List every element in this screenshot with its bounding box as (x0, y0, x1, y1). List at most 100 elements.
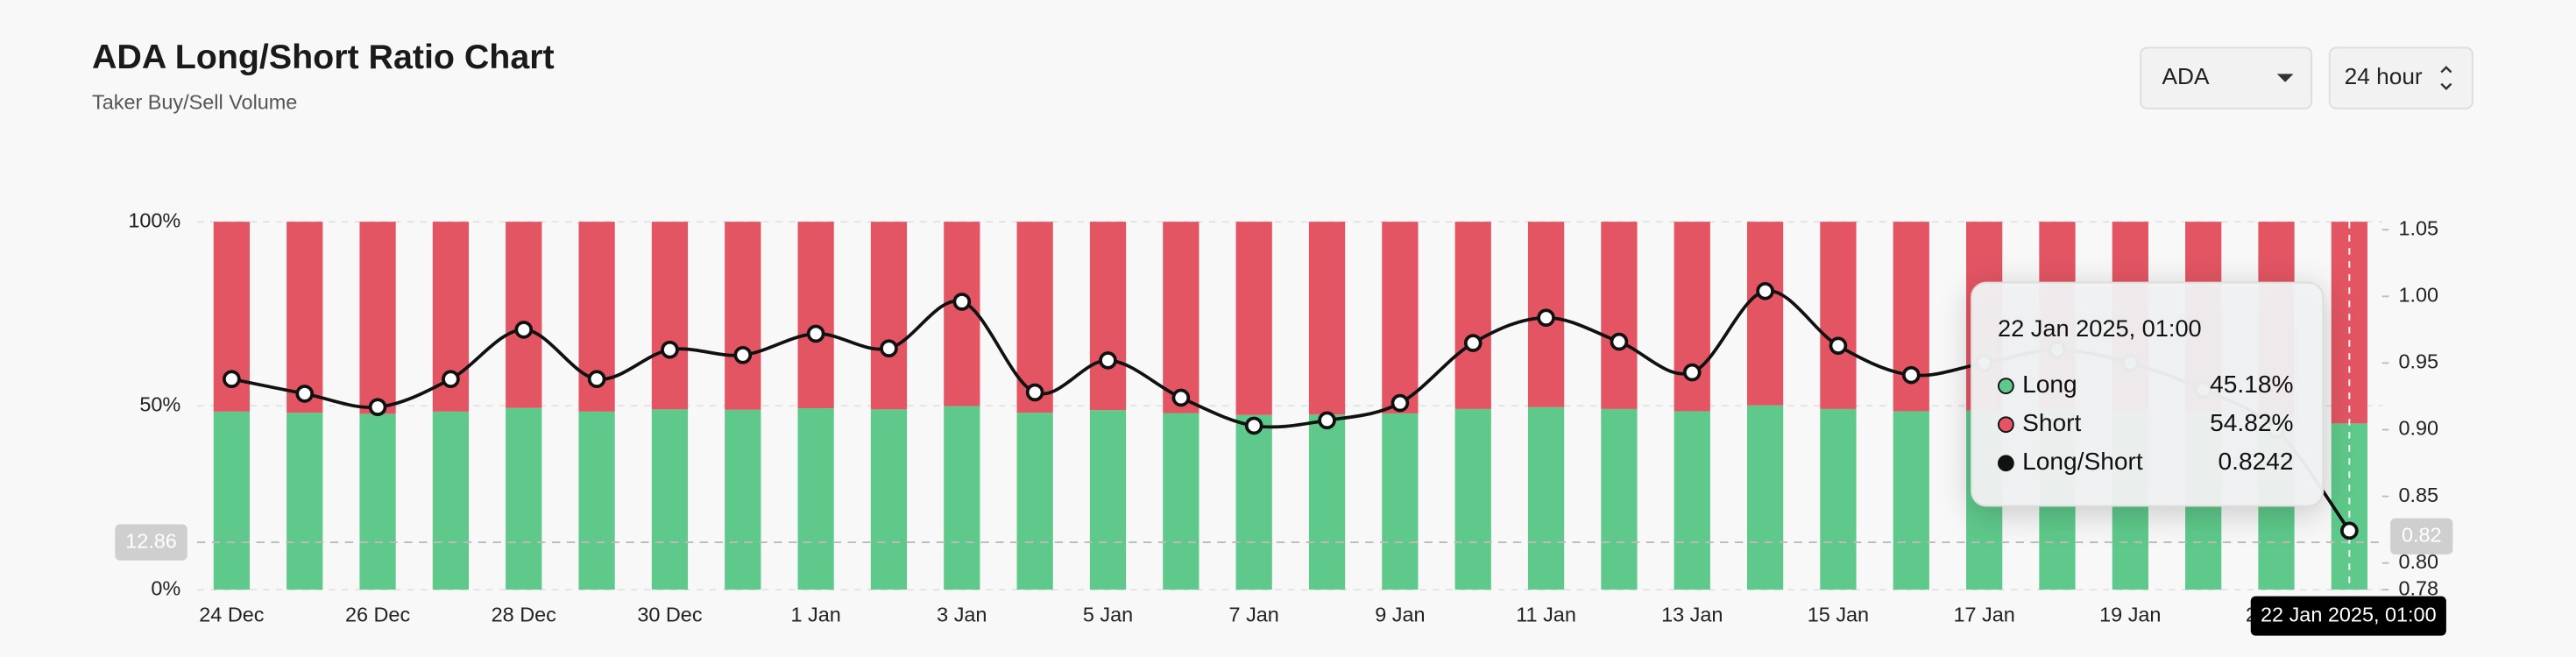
x-tick-label: 24 Dec (199, 603, 265, 625)
bar (506, 222, 542, 408)
x-tick-label: 7 Jan (1229, 603, 1279, 625)
tooltip-swatch (1998, 416, 2014, 434)
ratio-point (1391, 393, 1410, 413)
x-tick-label: 26 Dec (345, 603, 411, 625)
ratio-point (1537, 308, 1555, 328)
bar (1893, 411, 1929, 590)
ratio-point (1756, 281, 1774, 300)
ratio-point (295, 385, 315, 403)
ratio-point (1682, 363, 1702, 382)
bar (506, 407, 542, 590)
tooltip-name: Short (2022, 409, 2081, 436)
bar (1235, 222, 1272, 415)
bar (944, 222, 980, 406)
bar (797, 222, 834, 409)
select-text: ADA (2162, 63, 2210, 89)
bar (1674, 222, 1710, 412)
crosshair-x-label: 22 Jan 2025, 01:00 (2261, 603, 2437, 625)
x-tick-label: 13 Jan (1661, 603, 1723, 625)
ratio-point (952, 293, 972, 311)
bar (2331, 222, 2367, 424)
ratio-point (1099, 351, 1117, 370)
caret (2276, 74, 2294, 82)
ratio-point (733, 345, 753, 364)
ratio-point (442, 370, 460, 389)
bar (725, 409, 761, 590)
tooltip-name: Long (2022, 371, 2077, 398)
select-box[interactable] (2140, 46, 2313, 110)
bar (1163, 222, 1200, 413)
x-tick-label: 9 Jan (1375, 603, 1425, 625)
ratio-point (587, 370, 606, 389)
x-tick-label: 30 Dec (637, 603, 703, 625)
bar (1454, 222, 1491, 409)
bar (870, 409, 908, 590)
interval-select[interactable]: 24 hour (2328, 46, 2473, 110)
tooltip-value: 45.18% (2210, 371, 2293, 398)
ratio-point (1171, 388, 1191, 407)
bar (870, 222, 908, 410)
ratio-point (1463, 334, 1483, 352)
y2-tick-label: 0.95 (2399, 350, 2439, 373)
ratio-point (1244, 416, 1263, 435)
bar (1674, 411, 1710, 590)
bar (1089, 222, 1127, 411)
bar (1382, 413, 1419, 590)
tooltip-box (1971, 281, 2325, 507)
x-tick-label: 15 Jan (1808, 603, 1869, 625)
symbol-select[interactable]: ADA (2140, 46, 2313, 110)
tooltip-value: 0.8242 (2219, 448, 2294, 475)
select-box[interactable] (2328, 46, 2473, 110)
select-text: 24 hour (2345, 63, 2423, 89)
bar (1089, 410, 1127, 590)
y-tick-label: 0% (151, 576, 180, 599)
ratio-point (880, 339, 898, 358)
bar (944, 406, 980, 590)
tooltip-name: Long/Short (2022, 448, 2143, 475)
x-tick-label: 17 Jan (1953, 603, 2014, 625)
x-tick-label: 11 Jan (1516, 603, 1576, 625)
ratio-point (1901, 365, 1921, 385)
bar (1746, 405, 1784, 590)
bar (1308, 222, 1346, 415)
crosshair-label-box (2390, 518, 2453, 555)
bar (1820, 222, 1857, 409)
bar (359, 222, 396, 414)
crosshair-x-box (2250, 596, 2446, 636)
tooltip-title: 22 Jan 2025, 01:00 (1998, 314, 2202, 342)
ratio-point (223, 370, 241, 389)
crosshair-y2-label: 0.82 (2402, 523, 2442, 546)
bar (578, 411, 615, 590)
bar (1235, 414, 1272, 590)
bar (1454, 408, 1491, 590)
bar (1820, 408, 1857, 590)
bar (651, 222, 689, 410)
crosshair-y-label: 12.86 (125, 529, 177, 552)
bar (1527, 406, 1565, 590)
y2-tick-label: 0.90 (2399, 417, 2439, 440)
bar (1016, 413, 1053, 590)
ratio-point (806, 324, 825, 343)
tooltip-swatch (1998, 455, 2014, 472)
ratio-point (1025, 383, 1044, 402)
bar (359, 413, 396, 590)
bar (1746, 222, 1784, 406)
x-tick-label: 1 Jan (790, 603, 840, 625)
plot: 0%50%100%0.780.800.850.900.951.001.0524 … (115, 208, 2453, 636)
ratio-point (1829, 336, 1848, 355)
bar (725, 222, 761, 410)
bar (287, 222, 323, 413)
bar (651, 409, 689, 590)
y-tick-label: 50% (139, 392, 180, 415)
x-tick-label: 19 Jan (2099, 603, 2161, 625)
ratio-point (514, 321, 534, 339)
y2-tick-label: 0.85 (2399, 484, 2439, 506)
ratio-point (1318, 411, 1336, 430)
x-tick-label: 3 Jan (937, 603, 987, 625)
y2-tick-label: 1.00 (2399, 284, 2439, 307)
bar (213, 411, 250, 590)
y2-tick-label: 1.05 (2399, 216, 2439, 239)
bar (432, 411, 470, 590)
